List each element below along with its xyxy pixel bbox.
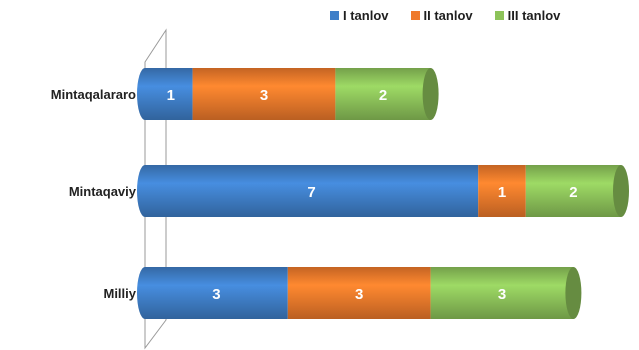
bar-segment bbox=[287, 267, 431, 319]
bar-end-cap bbox=[613, 165, 629, 217]
bar-segment bbox=[192, 68, 336, 120]
legend-item-series-3: III tanlov bbox=[494, 8, 561, 23]
bar-segment bbox=[145, 165, 479, 217]
legend-swatch-series-2 bbox=[410, 11, 420, 20]
value-label: 3 bbox=[355, 286, 363, 303]
legend-label-series-2: II tanlov bbox=[423, 8, 473, 23]
value-label: 3 bbox=[260, 87, 268, 104]
legend-label-series-1: I tanlov bbox=[343, 8, 389, 23]
legend-item-series-1: I tanlov bbox=[330, 8, 389, 23]
category-label: Mintaqaviy bbox=[69, 184, 137, 199]
bar-segment bbox=[525, 165, 621, 217]
bar-start-cap bbox=[137, 165, 153, 217]
category-label: Milliy bbox=[103, 286, 136, 301]
bar-end-cap bbox=[565, 267, 582, 319]
bar-segment bbox=[145, 267, 288, 319]
legend-swatch-series-3 bbox=[494, 11, 504, 20]
value-label: 2 bbox=[569, 184, 577, 201]
value-label: 7 bbox=[307, 184, 315, 201]
value-label: 1 bbox=[167, 87, 175, 104]
bar-segment bbox=[478, 165, 526, 217]
category-label: Mintaqalararo bbox=[51, 87, 136, 102]
axis-wall bbox=[144, 28, 167, 350]
value-label: 3 bbox=[498, 286, 506, 303]
bar-end-cap bbox=[422, 68, 439, 120]
bar-segment bbox=[430, 267, 574, 319]
bar-start-cap bbox=[137, 267, 153, 319]
bar-segment bbox=[335, 68, 431, 120]
legend-label-series-3: III tanlov bbox=[507, 8, 561, 23]
value-label: 1 bbox=[498, 184, 506, 201]
chart-legend: I tanlov II tanlov III tanlov bbox=[330, 8, 560, 23]
legend-item-series-2: II tanlov bbox=[410, 8, 473, 23]
legend-swatch-series-1 bbox=[330, 11, 339, 20]
value-label: 2 bbox=[379, 87, 387, 104]
value-label: 3 bbox=[212, 286, 220, 303]
bar-start-cap bbox=[137, 68, 153, 120]
